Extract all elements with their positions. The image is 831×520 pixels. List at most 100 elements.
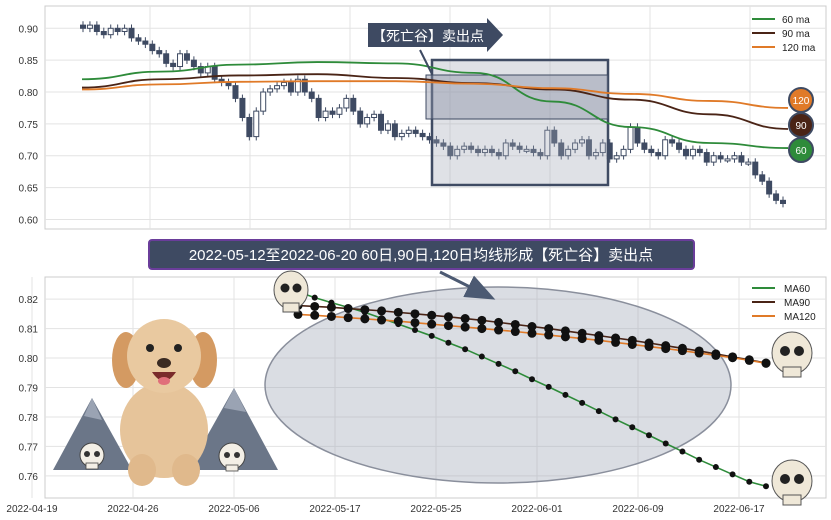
candle-body [260,91,267,112]
ma-line-120-ma [81,80,789,109]
point-ma60 [529,376,535,383]
candle-body [287,81,294,93]
candle-body [724,158,731,162]
candle-body [86,24,93,29]
candle-body [620,148,627,157]
candle-body [454,148,461,157]
candle-body [267,88,274,93]
candle-body [308,91,315,99]
point-ma60 [696,456,703,463]
bottom-x-tick-label: 2022-06-09 [612,504,664,515]
candle-body [641,142,648,150]
point-ma120 [410,318,420,328]
candle-body [391,123,398,138]
point-ma120 [594,335,604,345]
badge-60 [788,137,814,163]
bottom-x-tick-label: 2022-05-25 [410,504,462,515]
point-ma120 [744,355,754,365]
bottom-y-tick-label: 0.77 [19,442,39,453]
skull-ma60-end-icon [771,459,813,506]
candle-body [468,145,475,150]
candle-body [731,155,738,160]
ma-zoom-panel: 0.820.810.800.790.780.770.76 2022-04-19 2… [6,270,827,515]
candle-body [419,132,426,138]
candle-body [121,27,128,32]
badge-60-label: 60 [795,146,807,157]
candle-body [461,145,468,150]
point-ma60 [746,478,753,485]
candle-body [156,50,163,55]
moving-average-lines [81,61,789,149]
ma-line-90-ma [81,73,789,130]
candle-body [516,145,523,150]
point-ma120 [611,337,621,347]
candle-body [280,81,287,87]
chart-title: 2022-05-12至2022-06-20 60日,90日,120日均线形成【死… [189,247,653,264]
point-ma60 [462,346,469,353]
candle-body [190,59,197,68]
point-ma90 [310,301,320,311]
legend-ma60: MA60 [784,284,811,295]
legend-ma120: MA120 [784,312,816,323]
point-ma120 [728,353,738,363]
point-ma90 [410,309,420,319]
candle-body [613,155,620,160]
point-ma90 [477,315,487,325]
point-ma120 [477,324,487,334]
point-ma120 [494,325,504,335]
candlestick-series [80,21,786,208]
candlestick-panel: 0.90 0.85 0.80 0.75 0.70 0.65 0.60 【死亡谷】卖出点 60… [19,5,827,230]
candle-body [565,148,572,157]
candle-body [343,97,350,109]
point-ma60 [629,424,636,431]
point-ma60 [562,391,569,398]
top-y-tick-label: 0.65 [19,184,39,195]
candle-body [246,117,253,138]
point-ma120 [661,344,671,354]
candle-body [371,113,378,118]
candle-body [558,142,565,157]
point-ma60 [612,416,619,423]
candle-body [232,85,239,99]
point-ma60 [729,471,736,478]
legend-ma90: MA90 [784,298,811,309]
point-ma120 [443,321,453,331]
legend-60ma: 60 ma [782,15,810,26]
candle-body [752,161,759,176]
top-y-tick-label: 0.80 [19,88,39,99]
candle-body [696,148,703,154]
candle-body [710,155,717,163]
ma-zoom-lines [293,288,771,490]
point-ma90 [544,324,554,334]
candle-body [447,145,454,157]
point-ma90 [393,307,403,317]
candle-body [488,148,495,154]
candle-body [544,129,551,157]
bottom-y-tick-label: 0.80 [19,354,39,365]
point-ma120 [527,328,537,338]
point-ma60 [311,294,318,301]
bottom-x-tick-label: 2022-06-01 [511,504,563,515]
candle-body [163,53,170,64]
candle-body [100,30,107,36]
point-ma120 [460,322,470,332]
candle-body [572,142,579,150]
point-ma120 [644,342,654,352]
point-ma120 [393,316,403,326]
bottom-x-axis: 2022-04-19 2022-04-26 2022-05-06 2022-05-17… [6,504,765,515]
candle-body [475,148,482,154]
candle-body [440,142,447,147]
candle-body [780,199,786,205]
candle-body [114,27,121,32]
candle-body [766,180,773,195]
point-ma90 [460,314,470,324]
point-ma60 [679,448,686,455]
point-ma120 [577,334,587,344]
candle-body [384,123,391,131]
candle-body [225,81,232,87]
candle-body [717,155,724,160]
point-ma120 [343,313,353,323]
candle-body [336,107,343,115]
point-ma60 [763,483,769,490]
candle-body [142,40,149,45]
